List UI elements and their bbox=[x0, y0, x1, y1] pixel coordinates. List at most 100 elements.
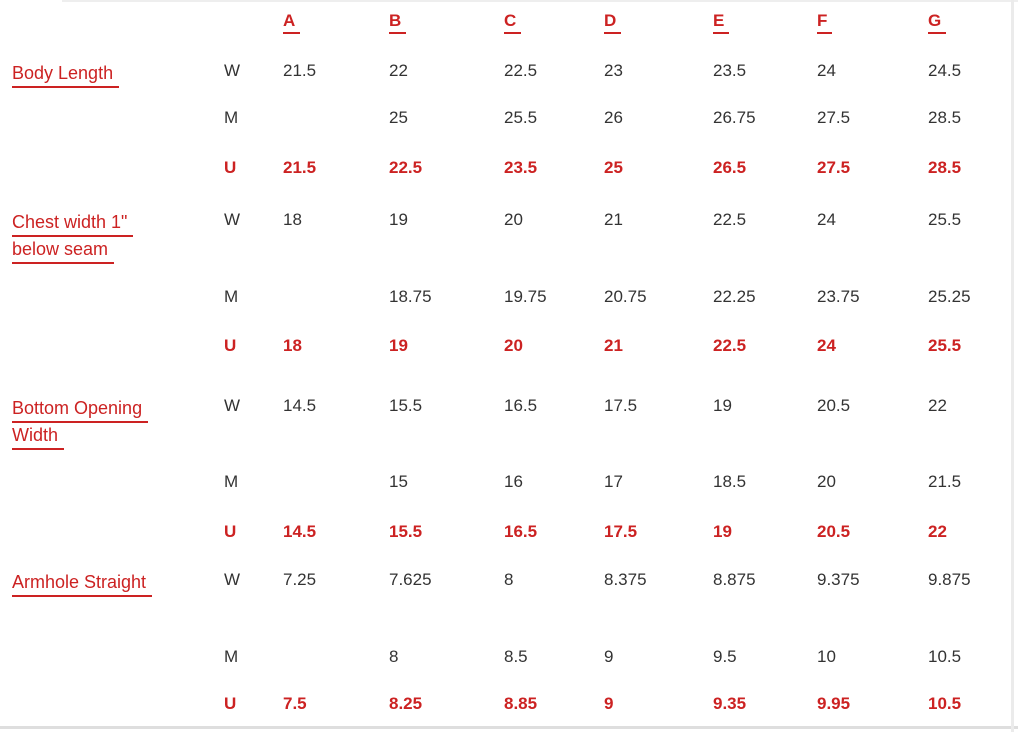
cell-value: 21.5 bbox=[283, 158, 317, 177]
cell-value: 15.5 bbox=[389, 522, 423, 541]
cell-value: 27.5 bbox=[817, 158, 851, 177]
size-type: W bbox=[224, 396, 241, 415]
column-header: G bbox=[928, 11, 1018, 34]
cell-value: 19 bbox=[389, 210, 408, 229]
row-label-cell: Body Length bbox=[0, 61, 224, 88]
cell-value: 24 bbox=[817, 336, 836, 355]
cell-value: 25.5 bbox=[504, 108, 538, 127]
cell-value: 20 bbox=[817, 472, 836, 491]
column-header: D bbox=[604, 11, 713, 34]
cell-value: 24.5 bbox=[928, 61, 962, 80]
size-type: U bbox=[224, 336, 237, 355]
size-type: U bbox=[224, 522, 237, 541]
cell-value: 20 bbox=[504, 336, 523, 355]
column-header: E bbox=[713, 11, 817, 34]
cell-value: 21 bbox=[604, 210, 623, 229]
measurement-row: U 18 19 20 21 22.5 24 25.5 bbox=[0, 336, 1018, 396]
size-type: W bbox=[224, 210, 241, 229]
cell-value: 9.875 bbox=[928, 570, 971, 589]
cell-value: 17.5 bbox=[604, 522, 638, 541]
column-header: B bbox=[389, 11, 504, 34]
cell-value: 22.5 bbox=[389, 158, 423, 177]
cell-value: 18.5 bbox=[713, 472, 747, 491]
cell-value: 20 bbox=[504, 210, 523, 229]
cell-value: 19 bbox=[389, 336, 408, 355]
right-edge-line bbox=[1011, 0, 1014, 732]
cell-value: 25 bbox=[389, 108, 408, 127]
cell-value: 14.5 bbox=[283, 522, 317, 541]
column-header-label: G bbox=[928, 11, 947, 34]
cell-value: 17.5 bbox=[604, 396, 638, 415]
row-label: Chest width 1" bbox=[12, 210, 134, 237]
cell-value: 15.5 bbox=[389, 396, 423, 415]
size-type: W bbox=[224, 570, 241, 589]
measurement-row: M 15 16 17 18.5 20 21.5 bbox=[0, 472, 1018, 522]
cell-value: 26 bbox=[604, 108, 623, 127]
column-header-label: B bbox=[389, 11, 407, 34]
cell-value: 24 bbox=[817, 210, 836, 229]
row-label: Armhole Straight bbox=[12, 570, 153, 597]
cell-value: 21.5 bbox=[928, 472, 962, 491]
column-header: F bbox=[817, 11, 928, 34]
cell-value: 7.5 bbox=[283, 694, 307, 713]
size-type: U bbox=[224, 158, 237, 177]
column-header-label: D bbox=[604, 11, 622, 34]
measurement-row: M 8 8.5 9 9.5 10 10.5 bbox=[0, 647, 1018, 694]
cell-value: 20.5 bbox=[817, 522, 851, 541]
cell-value: 9.35 bbox=[713, 694, 747, 713]
row-label-cell: Bottom Opening Width bbox=[0, 396, 224, 450]
cell-value: 10.5 bbox=[928, 647, 962, 666]
bottom-crop-line bbox=[0, 726, 1018, 729]
size-type: U bbox=[224, 694, 237, 713]
size-type: M bbox=[224, 472, 239, 491]
cell-value: 9 bbox=[604, 647, 614, 666]
cell-value: 14.5 bbox=[283, 396, 317, 415]
cell-value: 9.95 bbox=[817, 694, 851, 713]
cell-value: 23.75 bbox=[817, 287, 860, 306]
cell-value: 23 bbox=[604, 61, 623, 80]
cell-value: 20.75 bbox=[604, 287, 647, 306]
cell-value: 17 bbox=[604, 472, 623, 491]
cell-value: 8 bbox=[504, 570, 514, 589]
cell-value: 23.5 bbox=[713, 61, 747, 80]
column-header-label: F bbox=[817, 11, 833, 34]
size-type: M bbox=[224, 647, 239, 666]
cell-value: 22 bbox=[928, 522, 947, 541]
column-header: C bbox=[504, 11, 604, 34]
cell-value: 19.75 bbox=[504, 287, 547, 306]
row-label-cell: Armhole Straight bbox=[0, 570, 224, 597]
measurement-row: Body Length W 21.5 22 22.5 23 23.5 24 24.5 bbox=[0, 61, 1018, 108]
cell-value: 27.5 bbox=[817, 108, 851, 127]
row-label: Bottom Opening bbox=[12, 396, 149, 423]
measurement-row: M 25 25.5 26 26.75 27.5 28.5 bbox=[0, 108, 1018, 158]
measurement-row: M 18.75 19.75 20.75 22.25 23.75 25.25 bbox=[0, 287, 1018, 336]
measurement-row: Armhole Straight W 7.25 7.625 8 8.375 8.875 9.3… bbox=[0, 570, 1018, 647]
cell-value: 8.85 bbox=[504, 694, 538, 713]
cell-value: 16 bbox=[504, 472, 523, 491]
cell-value: 24 bbox=[817, 61, 836, 80]
header-row: A B C D E F G bbox=[0, 11, 1018, 61]
cell-value: 16.5 bbox=[504, 522, 538, 541]
cell-value: 9 bbox=[604, 694, 614, 713]
cell-value: 18 bbox=[283, 336, 302, 355]
size-type: W bbox=[224, 61, 241, 80]
cell-value: 8.5 bbox=[504, 647, 528, 666]
measurement-row: U 7.5 8.25 8.85 9 9.35 9.95 10.5 bbox=[0, 694, 1018, 732]
column-header-label: E bbox=[713, 11, 730, 34]
row-label: Body Length bbox=[12, 61, 120, 88]
cell-value: 22 bbox=[389, 61, 408, 80]
cell-value: 25 bbox=[604, 158, 623, 177]
cell-value: 26.75 bbox=[713, 108, 756, 127]
cell-value: 22.5 bbox=[713, 336, 747, 355]
cell-value: 25.25 bbox=[928, 287, 971, 306]
cell-value: 9.5 bbox=[713, 647, 737, 666]
cell-value: 25.5 bbox=[928, 210, 962, 229]
cell-value: 15 bbox=[389, 472, 408, 491]
cell-value: 10 bbox=[817, 647, 836, 666]
measurement-row: Bottom Opening Width W 14.5 15.5 16.5 17.5 19 20… bbox=[0, 396, 1018, 472]
size-type: M bbox=[224, 287, 239, 306]
measurement-row: Chest width 1" below seam W 18 19 20 21 22.5 24 2… bbox=[0, 210, 1018, 287]
cell-value: 8.875 bbox=[713, 570, 756, 589]
